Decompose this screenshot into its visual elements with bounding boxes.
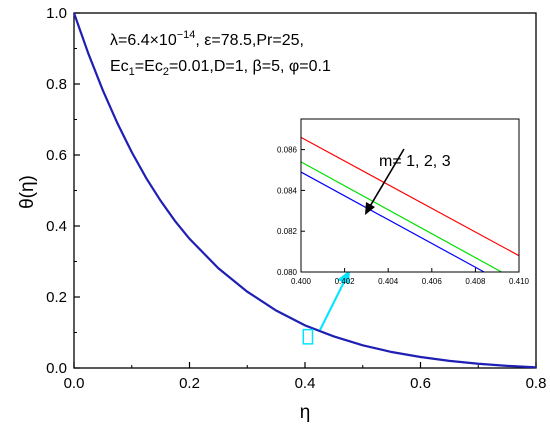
parameter-annotation-line1: λ=6.4×10−14, ε=78.5,Pr=25, (110, 29, 304, 49)
parameter-annotation-line2: Ec1=Ec2=0.01,D=1, β=5, φ=0.1 (110, 58, 331, 78)
inset-x-tick-label: 0.408 (465, 277, 486, 286)
inset-series-m3 (300, 171, 485, 273)
x-axis-label: η (300, 402, 311, 423)
x-tick-label: 0.4 (295, 375, 316, 392)
inset-x-tick-label: 0.400 (291, 277, 312, 286)
inset-label: m= 1, 2, 3 (379, 153, 451, 170)
y-tick-label: 0.6 (46, 147, 67, 164)
y-axis-label: θ(η) (17, 175, 38, 209)
annotation-rest: , ε=78.5,Pr=25, (195, 32, 304, 49)
inset-series-m2 (300, 161, 502, 273)
inset-y-tick-label: 0.082 (277, 227, 298, 236)
y-tick-label: 0.0 (46, 360, 67, 377)
annotation-exponent: −14 (177, 29, 196, 41)
temperature-curve (72, 12, 537, 369)
inset-y-tick-label: 0.086 (277, 146, 298, 155)
highlight-box (302, 328, 314, 345)
y-tick-label: 0.2 (46, 289, 67, 306)
callout-arrow (319, 275, 348, 331)
callout-arrow-head (337, 270, 350, 284)
inset-y-tick-label: 0.084 (277, 186, 298, 195)
y-tick-label: 0.8 (46, 76, 67, 93)
inset-x-tick-label: 0.404 (378, 277, 399, 286)
inset-plot-frame (300, 118, 520, 273)
annotation-lambda: λ=6.4×10 (110, 32, 177, 49)
x-tick-label: 0.6 (410, 375, 431, 392)
inset-y-tick-label: 0.080 (277, 268, 298, 277)
inset-trend-arrow-head (365, 202, 375, 215)
inset-background (301, 119, 519, 272)
inset-x-tick-label: 0.402 (335, 277, 356, 286)
x-tick-label: 0.0 (64, 375, 85, 392)
inset-series-m1 (300, 136, 520, 257)
inset-trend-arrow (368, 148, 405, 209)
x-tick-label: 0.8 (526, 375, 547, 392)
inset-x-tick-label: 0.406 (422, 277, 443, 286)
y-tick-label: 1.0 (46, 5, 67, 22)
annotation-ec2: =Ec (135, 58, 163, 75)
y-tick-label: 0.4 (46, 218, 67, 235)
annotation-sub2: 2 (163, 66, 169, 78)
annotation-sub1: 1 (129, 66, 135, 78)
x-tick-label: 0.2 (179, 375, 200, 392)
annotation-ec: Ec (110, 58, 129, 75)
inset-x-tick-label: 0.410 (509, 277, 530, 286)
annotation-params: =0.01,D=1, β=5, φ=0.1 (169, 58, 331, 75)
